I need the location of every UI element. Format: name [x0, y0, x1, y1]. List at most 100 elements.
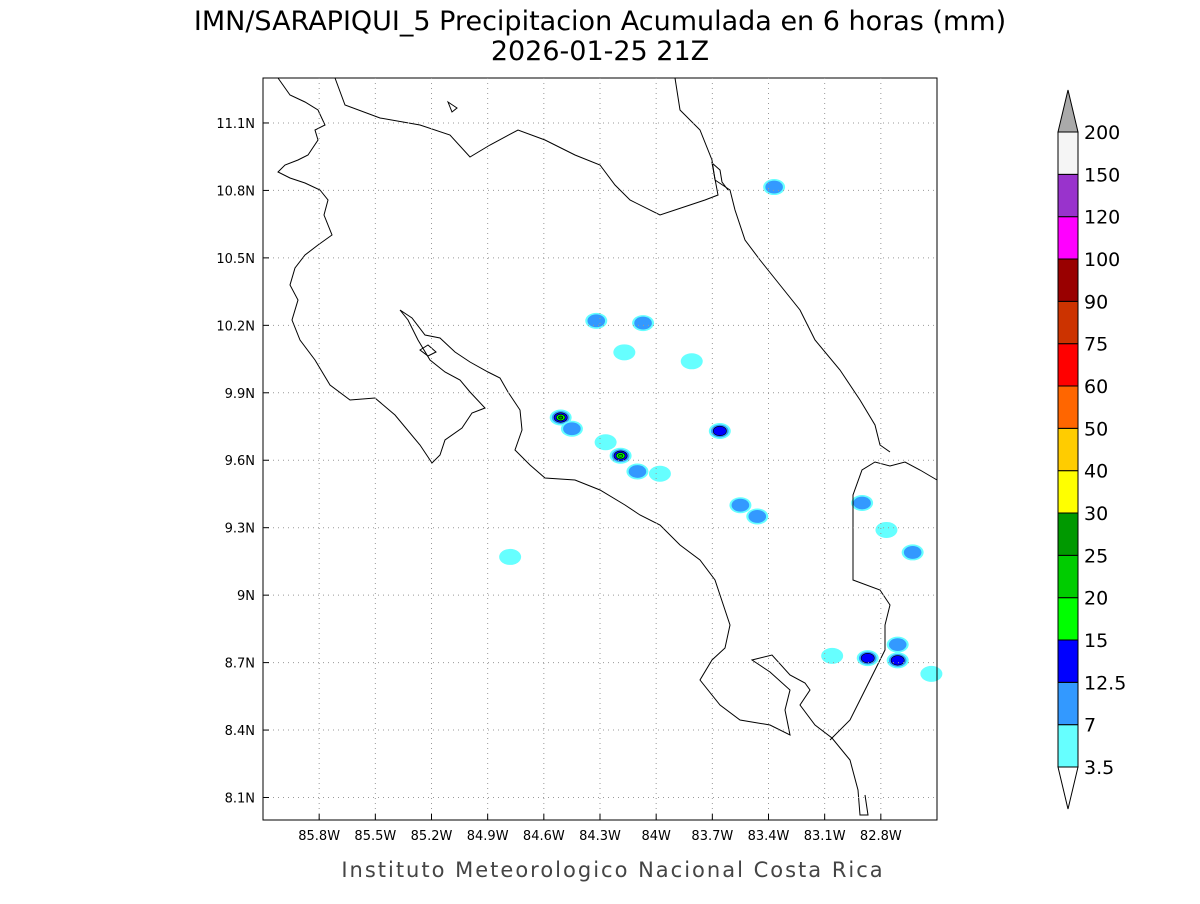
y-tick-label: 8.1N — [225, 792, 255, 807]
colorbar-label: 3.5 — [1084, 757, 1114, 779]
y-tick-label: 9.6N — [225, 454, 255, 469]
colorbar-box — [1057, 639, 1079, 683]
precip-cell — [746, 508, 769, 525]
x-tick-label: 83.7W — [691, 829, 733, 844]
precip-contour — [748, 510, 767, 523]
x-tick-label: 85.2W — [411, 829, 453, 844]
precip-contour — [499, 548, 522, 565]
precip-contour — [634, 316, 652, 330]
y-tick-label: 10.2N — [216, 319, 255, 334]
x-tick-label: 84.3W — [579, 829, 621, 844]
colorbar-label: 40 — [1084, 461, 1108, 483]
precip-contour — [558, 415, 563, 420]
precip-contour — [680, 353, 703, 370]
precip-cell — [821, 647, 844, 664]
precip-contour — [587, 314, 606, 328]
x-tick-label: 83.4W — [748, 829, 790, 844]
colorbar-box — [1057, 258, 1079, 302]
y-tick-label: 9N — [237, 589, 255, 604]
precip-contour — [563, 422, 581, 436]
precip-contour — [613, 344, 636, 361]
colorbar-label: 12.5 — [1084, 672, 1126, 694]
precip-cell — [901, 544, 924, 561]
title: IMN/SARAPIQUI_5 Precipitacion Acumulada … — [194, 6, 1006, 37]
x-tick-label: 85.8W — [298, 829, 340, 844]
colorbar-box — [1057, 216, 1079, 260]
precip-cell — [680, 353, 703, 370]
precip-contour — [875, 521, 898, 538]
precip-contour — [853, 496, 871, 510]
precip-cell — [549, 409, 572, 426]
x-tick-label: 83.1W — [804, 829, 846, 844]
y-tick-label: 10.5N — [216, 252, 255, 267]
colorbar-label: 75 — [1084, 334, 1108, 356]
nicoya-island — [419, 344, 437, 357]
y-tick-label: 8.7N — [225, 657, 255, 672]
colorbar-label: 120 — [1084, 207, 1120, 229]
x-tick-label: 82.8W — [860, 829, 902, 844]
colorbar-label: 100 — [1084, 249, 1120, 271]
precip-cell — [560, 420, 583, 437]
precip-contour — [648, 465, 671, 482]
precip-cell — [594, 434, 617, 451]
colorbar-box — [1057, 343, 1079, 387]
precip-contour — [594, 434, 617, 451]
precip-cell — [632, 315, 655, 332]
precip-cell — [886, 652, 909, 669]
precip-cell — [648, 465, 671, 482]
precip-contour — [765, 180, 783, 194]
pacific-coast — [277, 77, 869, 816]
x-tick-label: 84.6W — [523, 829, 565, 844]
colorbar-box — [1057, 554, 1079, 599]
subtitle: 2026-01-25 21Z — [491, 36, 709, 67]
colorbar-box — [1057, 512, 1079, 556]
colorbar-box — [1057, 300, 1079, 345]
colorbar-label: 90 — [1084, 291, 1108, 313]
precip-contour — [920, 665, 943, 682]
precip-cell — [613, 344, 636, 361]
precip-contour — [618, 453, 624, 458]
colorbar-label: 150 — [1084, 164, 1120, 186]
precip-cell — [499, 548, 522, 565]
colorbar-label: 50 — [1084, 418, 1108, 440]
precip-cell — [856, 650, 879, 667]
precip-cell — [920, 665, 943, 682]
axes: 85.8W 85.5W 85.2W 84.9W 84.6W 84.3W 84W 83.7W 83… — [216, 78, 937, 844]
north-border — [334, 77, 729, 216]
y-tick-label: 8.4N — [225, 724, 255, 739]
colorbar-label: 7 — [1084, 715, 1096, 737]
precip-cell — [886, 636, 909, 653]
precip-cell — [851, 494, 874, 511]
colorbar-box — [1057, 427, 1079, 472]
precip-contour — [890, 655, 905, 666]
colorbar: 3.5 7 12.5 15 20 25 30 40 50 60 75 90 100 120 150 200 — [1057, 89, 1126, 810]
colorbar-label: 200 — [1084, 122, 1120, 144]
x-tick-label: 85.5W — [354, 829, 396, 844]
precip-contour — [712, 425, 727, 437]
y-tick-label: 10.8N — [216, 184, 255, 199]
precip-contour — [903, 546, 922, 559]
colorbar-box — [1057, 470, 1079, 514]
island — [446, 100, 458, 113]
precip-contour — [731, 498, 750, 512]
colorbar-box — [1057, 724, 1079, 768]
precip-cell — [626, 463, 649, 480]
precip-layer — [499, 179, 943, 682]
x-tick-label: 84W — [641, 829, 671, 844]
precip-contour — [860, 653, 875, 664]
colorbar-box — [1057, 385, 1079, 429]
caribbean-coast — [674, 77, 891, 453]
colorbar-label: 20 — [1084, 588, 1108, 610]
precip-contour — [888, 638, 907, 652]
colorbar-box — [1057, 131, 1079, 175]
colorbar-label: 25 — [1084, 545, 1108, 567]
colorbar-label: 15 — [1084, 630, 1108, 652]
colorbar-label: 60 — [1084, 376, 1108, 398]
y-tick-label: 9.9N — [225, 387, 255, 402]
osa-gulf — [829, 461, 938, 741]
colorbar-label: 30 — [1084, 503, 1108, 525]
colorbar-box — [1057, 681, 1079, 726]
colorbar-under — [1057, 766, 1079, 810]
y-tick-label: 11.1N — [216, 117, 255, 132]
